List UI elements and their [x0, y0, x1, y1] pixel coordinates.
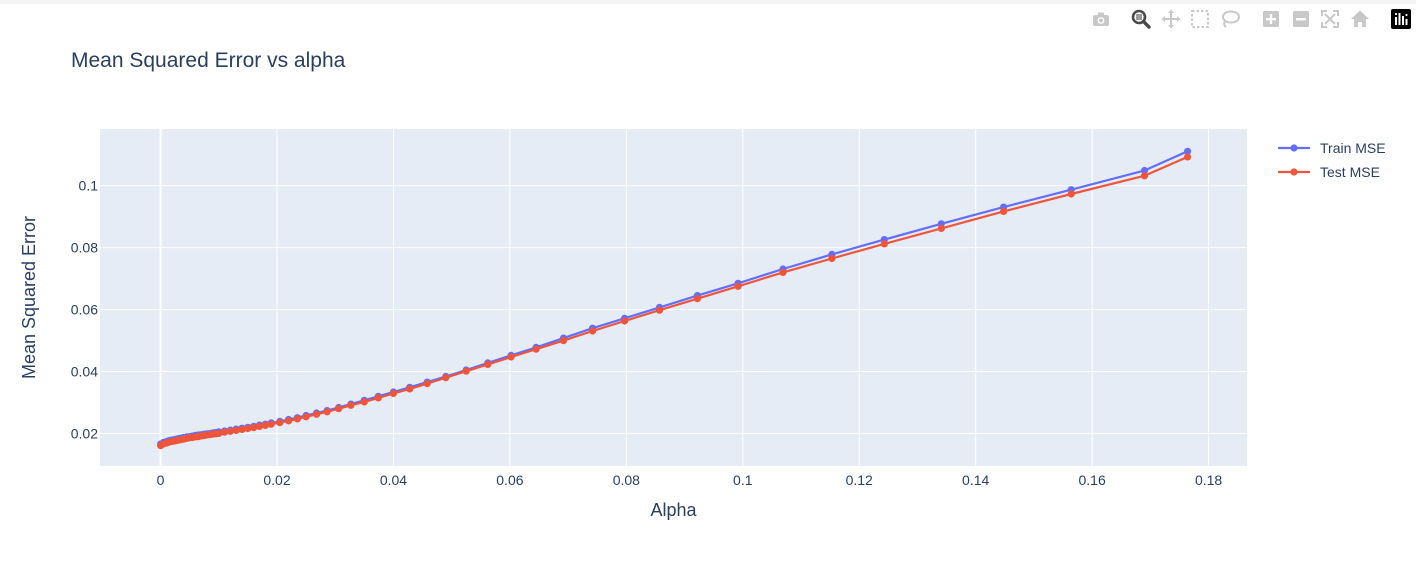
- x-tick-label: 0.1: [733, 472, 753, 488]
- test-mse-point[interactable]: [285, 417, 293, 425]
- reset-axes-icon[interactable]: [1349, 8, 1371, 30]
- test-mse-point[interactable]: [323, 408, 331, 416]
- test-mse-point[interactable]: [374, 394, 382, 402]
- test-mse-point[interactable]: [244, 424, 252, 433]
- test-mse-point[interactable]: [655, 306, 664, 314]
- x-tick-label: 0: [157, 472, 165, 488]
- zoom-in-icon[interactable]: [1260, 8, 1282, 30]
- tick-labels: 0 0.02 0.04 0.06 0.08 0.1 0.12 0.14 0.16 0.18 0.02…: [71, 178, 1223, 488]
- test-mse-point[interactable]: [293, 415, 301, 423]
- x-tick-label: 0.12: [846, 472, 873, 488]
- test-mse-point[interactable]: [221, 428, 229, 436]
- test-mse-point[interactable]: [1140, 172, 1149, 180]
- top-strip: [0, 0, 1416, 4]
- test-mse-point[interactable]: [313, 410, 321, 418]
- plot-background: [100, 129, 1247, 466]
- y-tick-label: 0.04: [71, 364, 98, 380]
- test-mse-point[interactable]: [276, 419, 284, 427]
- test-mse-point[interactable]: [215, 429, 223, 438]
- y-tick-label: 0.08: [71, 240, 98, 256]
- y-tick-label: 0.1: [79, 178, 99, 194]
- test-mse-point[interactable]: [779, 268, 787, 276]
- box-select-icon[interactable]: [1189, 8, 1211, 30]
- x-tick-label: 0.08: [613, 472, 640, 488]
- legend-swatch-marker: [1290, 144, 1298, 152]
- train-mse-point[interactable]: [1140, 166, 1149, 175]
- test-mse-point[interactable]: [1000, 207, 1008, 215]
- camera-icon[interactable]: [1090, 8, 1112, 30]
- legend-item-train-mse[interactable]: Train MSE: [1278, 140, 1386, 156]
- test-mse-point[interactable]: [406, 385, 414, 393]
- legend-label: Test MSE: [1320, 164, 1380, 180]
- zoom-icon[interactable]: [1130, 8, 1152, 30]
- test-mse-point[interactable]: [238, 425, 246, 434]
- test-mse-point[interactable]: [335, 405, 343, 413]
- y-tick-label: 0.06: [71, 302, 98, 318]
- test-mse-point[interactable]: [389, 389, 397, 398]
- test-mse-point[interactable]: [250, 424, 258, 432]
- test-mse-point[interactable]: [462, 367, 470, 375]
- plotly-logo-icon[interactable]: [1390, 8, 1412, 30]
- test-mse-point[interactable]: [226, 427, 234, 435]
- test-mse-point[interactable]: [232, 426, 240, 434]
- legend[interactable]: Train MSE Test MSE: [1278, 140, 1386, 180]
- pan-icon[interactable]: [1160, 8, 1182, 30]
- test-mse-point[interactable]: [442, 374, 450, 382]
- test-mse-point[interactable]: [589, 327, 597, 335]
- test-mse-point[interactable]: [347, 401, 355, 409]
- test-mse-point[interactable]: [559, 337, 568, 345]
- test-mse-point[interactable]: [423, 380, 431, 388]
- test-mse-point[interactable]: [360, 398, 368, 406]
- chart-title: Mean Squared Error vs alpha: [71, 49, 346, 72]
- x-tick-label: 0.14: [962, 472, 989, 488]
- test-mse-point[interactable]: [507, 353, 515, 361]
- test-mse-point[interactable]: [261, 421, 269, 429]
- autoscale-icon[interactable]: [1319, 8, 1341, 30]
- legend-label: Train MSE: [1320, 140, 1386, 156]
- test-mse-point[interactable]: [880, 240, 888, 248]
- x-tick-label: 0.02: [263, 472, 290, 488]
- test-mse-point[interactable]: [302, 413, 310, 421]
- test-mse-point[interactable]: [937, 224, 945, 232]
- x-tick-label: 0.06: [496, 472, 523, 488]
- test-mse-point[interactable]: [621, 317, 629, 325]
- test-mse-point[interactable]: [828, 254, 836, 263]
- test-mse-point[interactable]: [1184, 153, 1192, 161]
- test-mse-point[interactable]: [255, 422, 264, 430]
- legend-item-test-mse[interactable]: Test MSE: [1278, 164, 1380, 180]
- x-tick-label: 0.04: [380, 472, 407, 488]
- test-mse-point[interactable]: [267, 420, 275, 428]
- test-mse-series: [157, 153, 1192, 450]
- x-axis-title: Alpha: [650, 500, 697, 520]
- x-tick-label: 0.18: [1195, 472, 1222, 488]
- zoom-out-icon[interactable]: [1290, 8, 1312, 30]
- test-mse-point[interactable]: [693, 295, 702, 303]
- test-mse-point[interactable]: [734, 282, 742, 290]
- y-axis-title: Mean Squared Error: [19, 216, 39, 379]
- test-mse-point[interactable]: [1067, 190, 1075, 198]
- test-mse-point[interactable]: [484, 360, 492, 368]
- y-tick-label: 0.02: [71, 425, 98, 441]
- train-mse-point[interactable]: [1184, 147, 1192, 155]
- grid-lines: [100, 129, 1247, 466]
- x-tick-label: 0.16: [1079, 472, 1106, 488]
- series-layer: [157, 147, 1192, 450]
- modebar: [1088, 8, 1414, 30]
- lasso-select-icon[interactable]: [1219, 8, 1241, 30]
- legend-swatch-marker: [1290, 168, 1298, 176]
- test-mse-point[interactable]: [532, 345, 540, 353]
